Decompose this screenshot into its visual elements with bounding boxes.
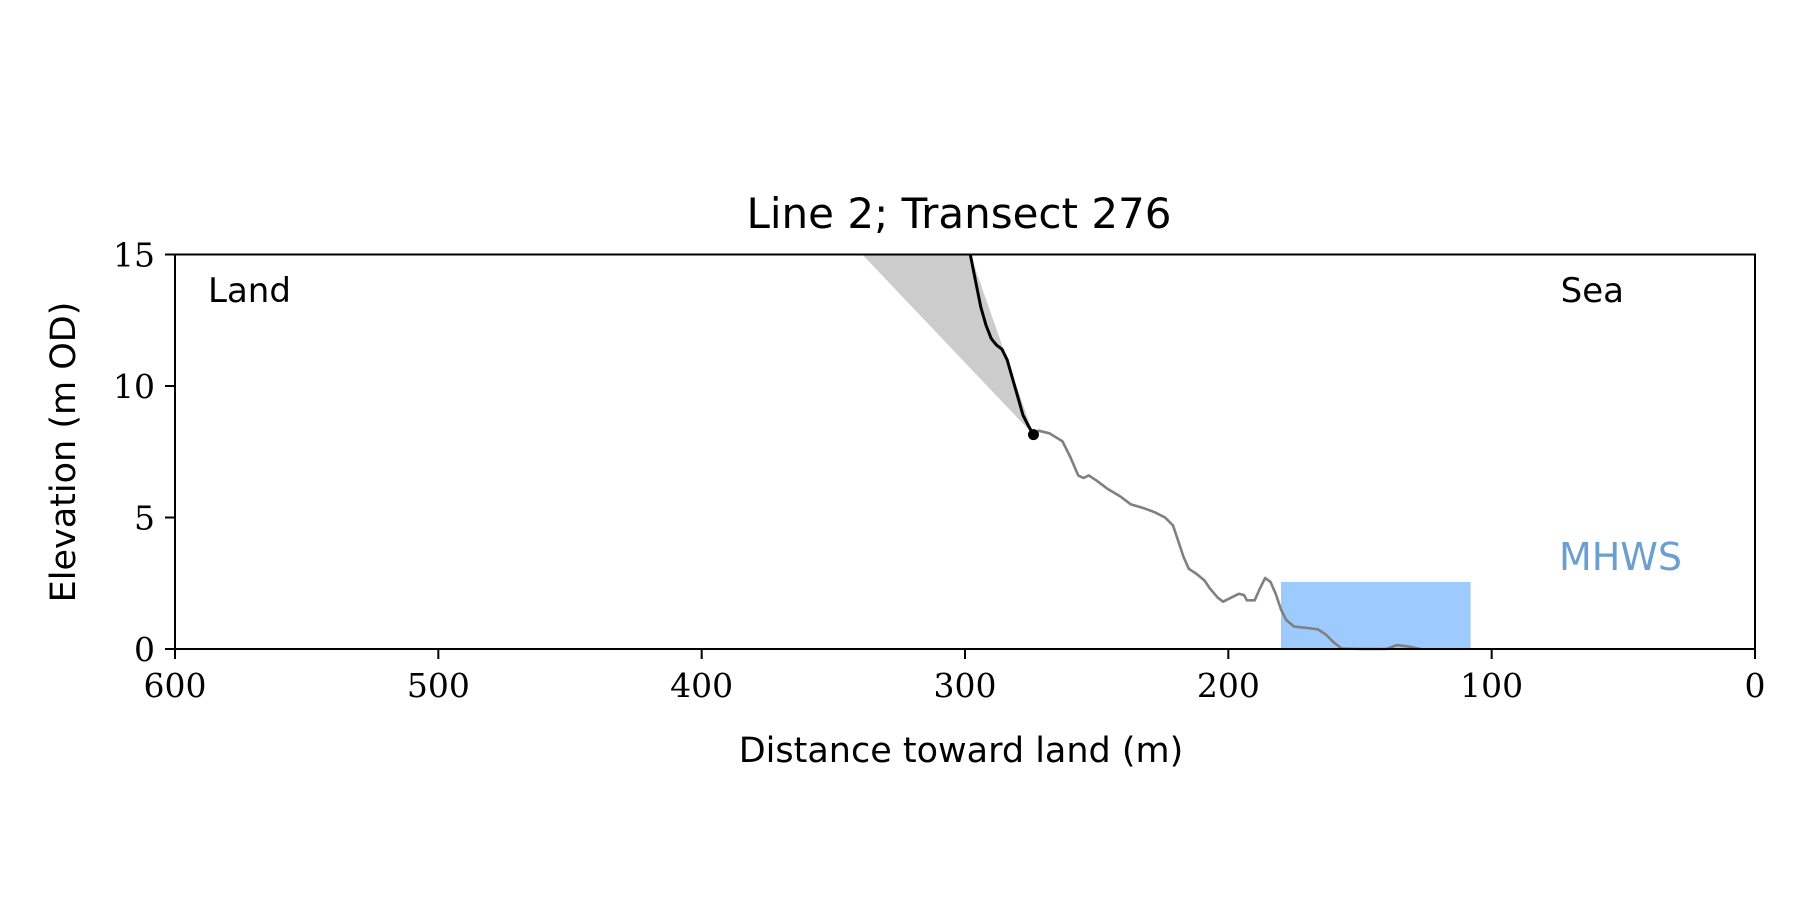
cliff-retreat-area	[862, 254, 1034, 435]
axis-ticks: 600 500 400 300 200 100 0 0 5 10 15	[113, 236, 1766, 706]
sea-annotation: Sea	[1561, 271, 1624, 311]
y-tick-label: 5	[134, 499, 155, 538]
beach-profile-line	[1032, 429, 1421, 651]
cliff-toe-point	[1027, 429, 1039, 441]
y-axis-label: Elevation (m OD)	[44, 302, 84, 603]
x-axis-label: Distance toward land (m)	[739, 731, 1184, 771]
mhws-band	[1281, 581, 1471, 649]
y-tick-label: 0	[134, 630, 155, 669]
mhws-label: MHWS	[1559, 535, 1682, 579]
x-tick-label: 200	[1197, 666, 1260, 705]
x-tick-label: 100	[1460, 666, 1523, 705]
x-tick-label: 500	[407, 666, 470, 705]
x-tick-label: 0	[1745, 666, 1766, 705]
cliff-profile-line	[968, 254, 1035, 436]
y-tick-label: 10	[113, 367, 155, 406]
x-tick-label: 400	[670, 666, 733, 705]
y-tick-label: 15	[113, 236, 155, 275]
x-tick-label: 300	[934, 666, 997, 705]
chart-title: Line 2; Transect 276	[746, 189, 1171, 238]
plot-area	[862, 254, 1471, 651]
x-tick-label: 600	[144, 666, 207, 705]
land-annotation: Land	[208, 271, 291, 311]
